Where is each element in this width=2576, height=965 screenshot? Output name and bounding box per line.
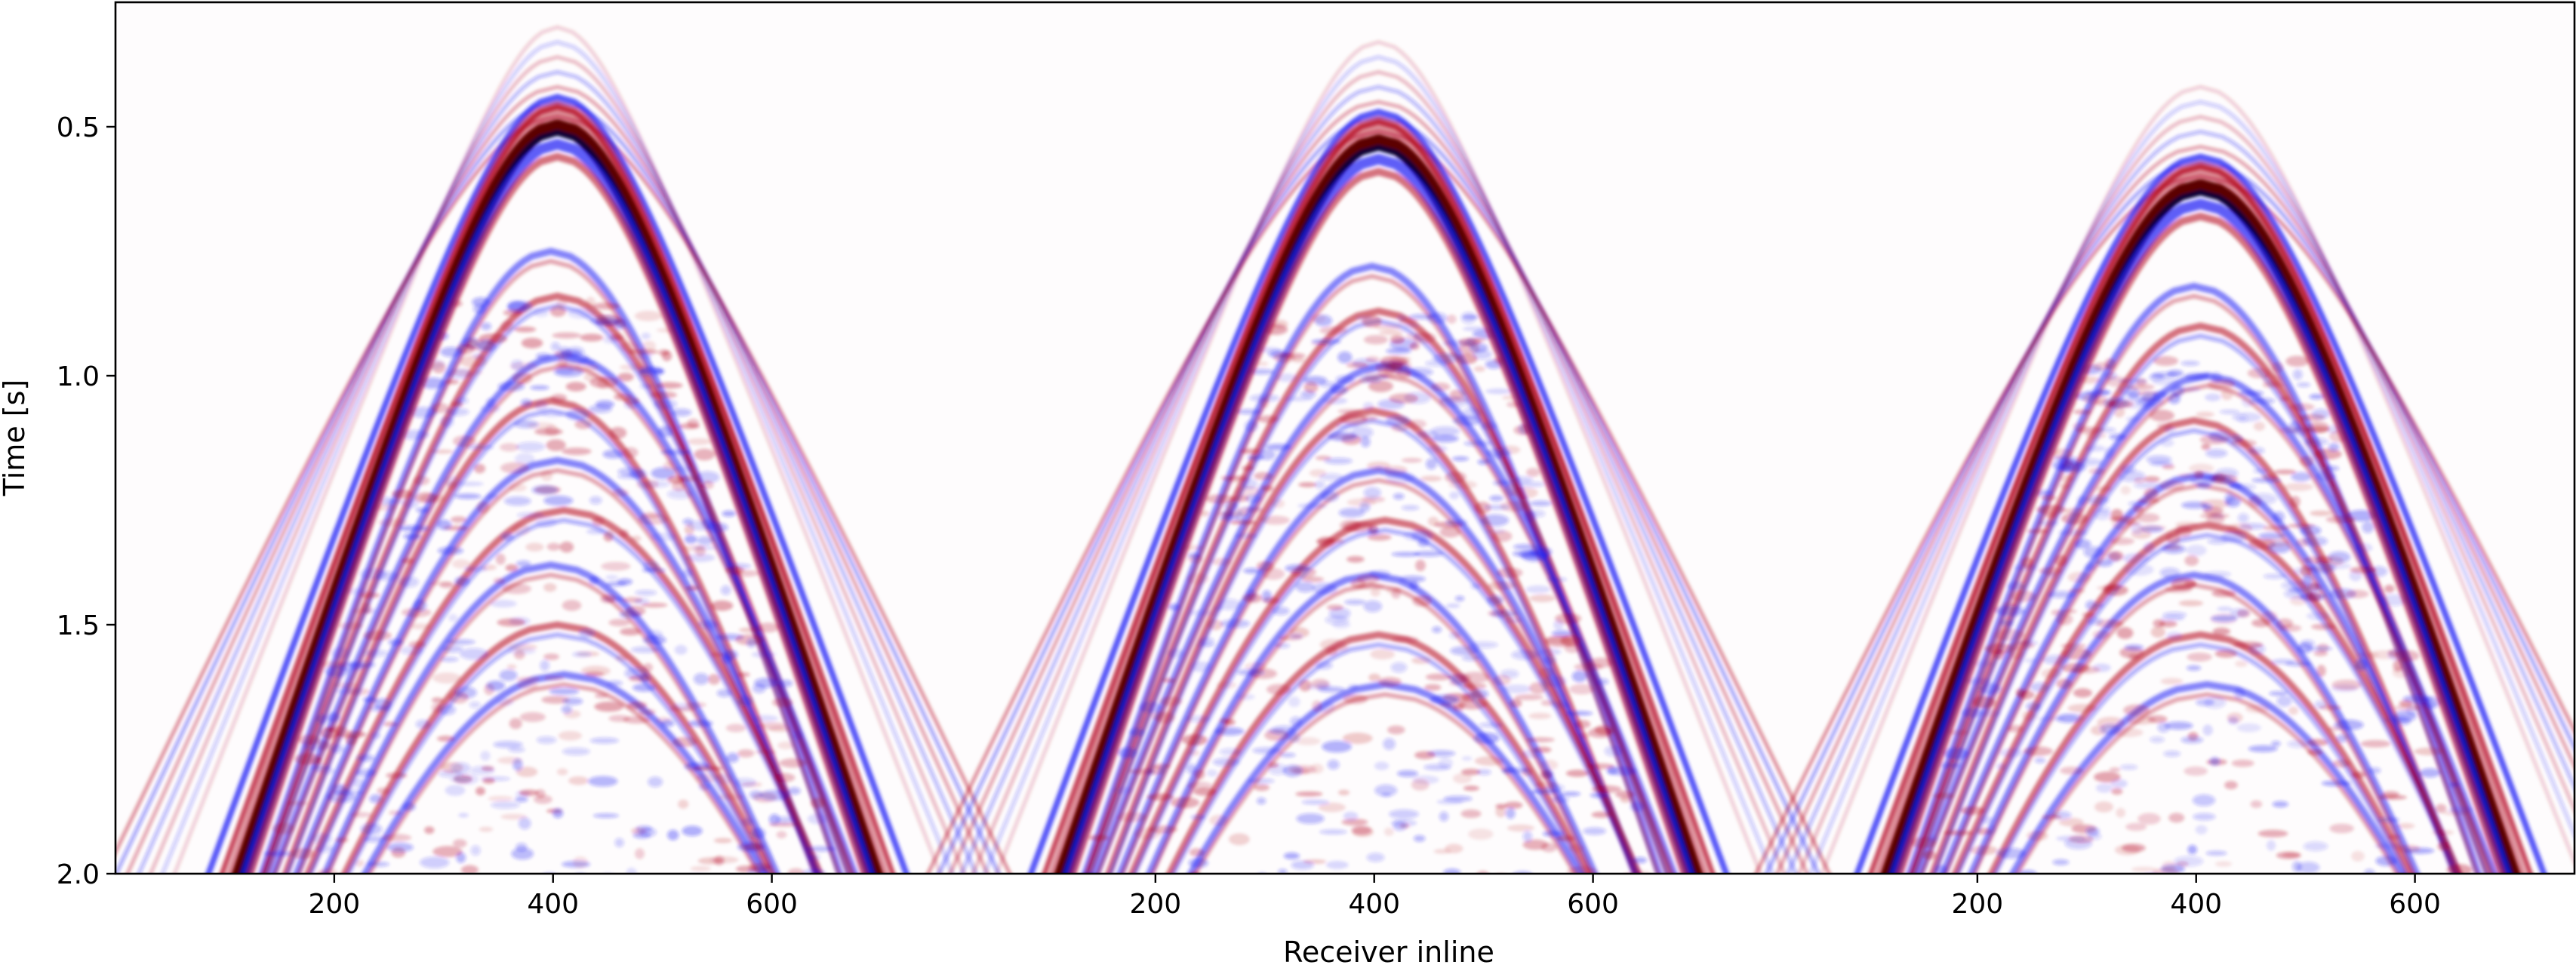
- refracted-event-blue: [1027, 109, 1730, 874]
- x-tick-label: 400: [527, 889, 579, 920]
- outer-event-2: [1808, 100, 2574, 874]
- outer-event-4: [137, 69, 978, 874]
- direct-wave-trailing: [1889, 198, 2512, 874]
- reflection-event-7: [321, 561, 780, 874]
- reflection-event-9-side: [1193, 692, 1578, 874]
- reflection-event-1-side: [260, 259, 842, 874]
- shot-gather-panels: [115, 25, 2574, 874]
- y-tick-label: 2.0: [57, 859, 100, 890]
- outer-event-3: [1796, 115, 2574, 874]
- coherent-noise: [1082, 312, 1653, 874]
- reflection-event-9-side: [2014, 692, 2400, 874]
- x-axis-label: Receiver inline: [1283, 936, 1494, 965]
- outer-event-1: [994, 40, 1763, 874]
- direct-wave-tail: [1069, 167, 1688, 874]
- plot-frame: [114, 1, 2576, 875]
- outer-event-4: [1786, 130, 2574, 874]
- reflection-event-8-side: [1993, 642, 2408, 874]
- x-tick-label: 400: [2170, 889, 2222, 920]
- coherent-noise: [1910, 355, 2474, 874]
- direct-wave-tail: [1895, 212, 2506, 874]
- reflection-event-6-side: [1956, 533, 2459, 874]
- refracted-event-blue: [1854, 153, 2547, 874]
- reflection-event-1-side: [1084, 274, 1660, 874]
- y-tick-label: 0.5: [57, 112, 100, 143]
- x-tick-label: 200: [1130, 889, 1182, 920]
- y-tick-label: 1.0: [57, 361, 100, 392]
- outer-event-3: [971, 69, 1787, 874]
- outer-event-4: [959, 85, 1798, 874]
- y-tick-label: 1.5: [57, 610, 100, 641]
- reflection-event-1-side: [1908, 293, 2479, 874]
- coherent-noise: [263, 297, 836, 874]
- outer-event-5: [125, 85, 989, 874]
- refracted-event-blue: [205, 94, 910, 874]
- x-tick-label: 400: [1348, 889, 1400, 920]
- reflection-event-8: [1987, 631, 2414, 874]
- outer-event-2: [160, 40, 955, 874]
- reflection-event-7: [1967, 571, 2421, 874]
- x-tick-label: 600: [2389, 889, 2441, 920]
- direct-wave-tail: [246, 152, 869, 874]
- outer-event-1: [1820, 85, 2574, 874]
- outer-event-1: [172, 25, 943, 874]
- shot-gather-1: [115, 25, 1012, 874]
- outer-event-5: [1774, 144, 2574, 874]
- y-axis: 0.5 1.0 1.5 2.0: [57, 112, 115, 890]
- shot-gather-2: [925, 40, 1832, 874]
- outer-event-2: [982, 55, 1775, 874]
- x-tick-label: 200: [309, 889, 361, 920]
- reflection-event-9: [2008, 681, 2405, 874]
- reflection-event-8: [1165, 631, 1592, 874]
- shot-gather-3: [1753, 85, 2574, 874]
- outer-event-5: [948, 100, 1809, 874]
- x-tick-label: 200: [1952, 889, 2004, 920]
- outer-event-3: [148, 55, 967, 874]
- x-tick-label: 600: [1567, 889, 1619, 920]
- x-axis: 200 400 600 200 400 600 200 400 600: [309, 874, 2441, 920]
- y-axis-label: Time [s]: [0, 380, 31, 497]
- x-tick-label: 600: [746, 889, 798, 920]
- plot-area: [115, 2, 2574, 874]
- reflection-event-6: [1951, 521, 2463, 874]
